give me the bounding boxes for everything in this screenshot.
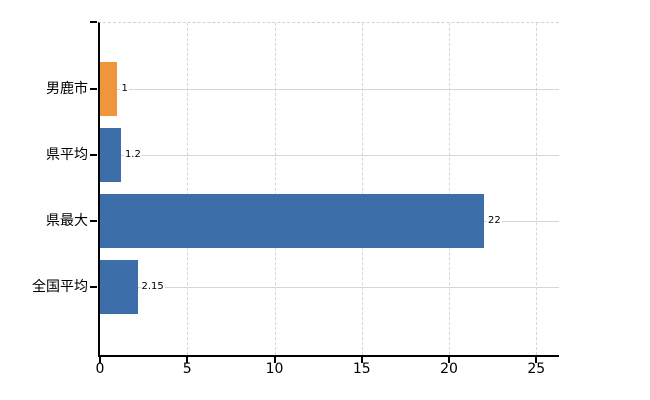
h-gridline: [100, 155, 559, 156]
y-axis-tick: [90, 220, 97, 222]
bar-value-label: 2.15: [140, 281, 165, 293]
category-label: 全国平均: [32, 279, 88, 295]
y-axis-tick: [90, 286, 97, 288]
y-axis-top-tick: [90, 21, 97, 23]
x-axis-tick: [448, 357, 451, 363]
bar: [100, 194, 484, 248]
plot-area: 1 1.2 22 2.15: [90, 21, 559, 363]
v-gridline: [187, 23, 189, 355]
h-gridline: [100, 89, 559, 90]
x-axis-tick: [186, 357, 189, 363]
x-axis-tick: [99, 357, 101, 363]
x-tick-label: 15: [352, 361, 371, 377]
x-axis-tick: [535, 357, 538, 363]
category-label: 男鹿市: [46, 81, 88, 97]
category-label: 県平均: [46, 147, 88, 163]
y-axis-labels: 男鹿市県平均県最大全国平均: [0, 23, 88, 355]
x-axis-labels: 0 5 10 15 20 25: [96, 361, 559, 379]
y-axis-tick: [90, 88, 97, 90]
bar-value-label: 1.2: [123, 149, 142, 161]
bar-value-label: 1: [120, 83, 129, 95]
x-axis-tick: [360, 357, 363, 363]
x-axis-tick: [273, 357, 276, 363]
v-gridline: [449, 23, 451, 355]
x-tick-label: 20: [440, 361, 458, 377]
bar: [100, 62, 118, 116]
y-axis-tick: [90, 154, 97, 156]
v-gridline: [274, 23, 276, 355]
category-label: 県最大: [46, 213, 88, 229]
x-tick-label: 0: [95, 361, 105, 377]
x-tick-label: 5: [182, 361, 192, 377]
bar-value-label: 22: [486, 215, 502, 227]
x-tick-label: 25: [527, 361, 546, 377]
bar: [100, 260, 138, 314]
bar: [100, 128, 121, 182]
x-tick-label: 10: [265, 361, 284, 377]
v-gridline: [361, 23, 363, 355]
v-gridline: [536, 23, 538, 355]
h-gridline: [100, 287, 559, 288]
